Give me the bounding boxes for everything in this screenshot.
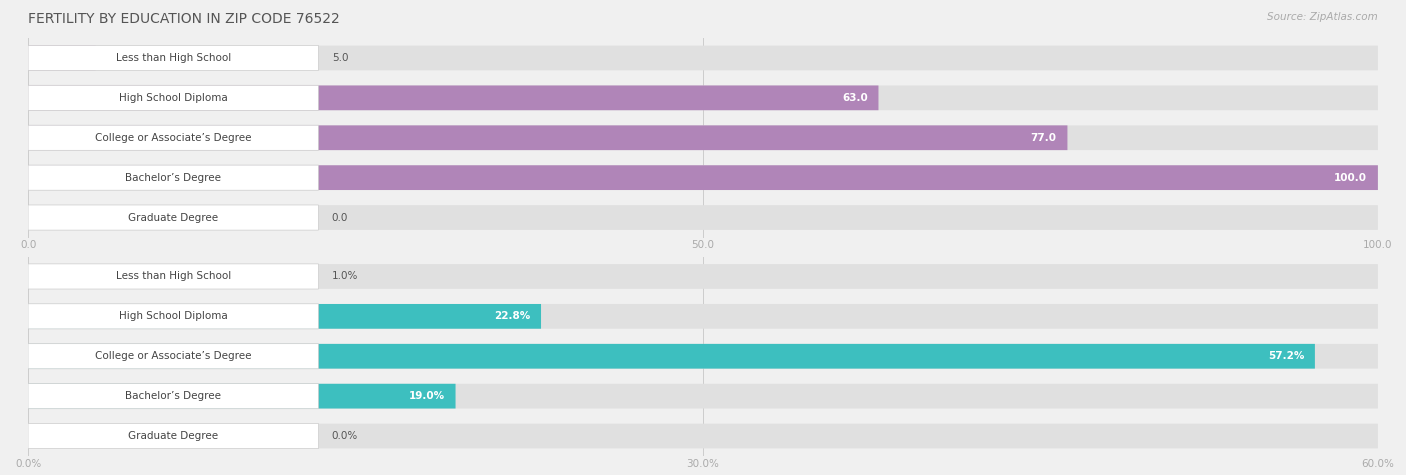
Text: FERTILITY BY EDUCATION IN ZIP CODE 76522: FERTILITY BY EDUCATION IN ZIP CODE 76522	[28, 12, 340, 26]
Text: Less than High School: Less than High School	[115, 53, 231, 63]
FancyBboxPatch shape	[28, 125, 1067, 150]
Text: High School Diploma: High School Diploma	[120, 93, 228, 103]
FancyBboxPatch shape	[28, 424, 1378, 448]
FancyBboxPatch shape	[28, 264, 318, 289]
Text: Graduate Degree: Graduate Degree	[128, 431, 218, 441]
FancyBboxPatch shape	[28, 344, 1315, 369]
FancyBboxPatch shape	[28, 165, 1378, 190]
FancyBboxPatch shape	[28, 304, 541, 329]
Text: Source: ZipAtlas.com: Source: ZipAtlas.com	[1267, 12, 1378, 22]
FancyBboxPatch shape	[28, 205, 1378, 230]
FancyBboxPatch shape	[28, 125, 318, 150]
FancyBboxPatch shape	[28, 165, 1378, 190]
Text: 77.0: 77.0	[1031, 133, 1057, 143]
Text: 19.0%: 19.0%	[409, 391, 444, 401]
FancyBboxPatch shape	[28, 384, 318, 408]
Text: 22.8%: 22.8%	[494, 311, 530, 322]
Text: 5.0: 5.0	[332, 53, 349, 63]
Text: 63.0: 63.0	[842, 93, 868, 103]
Text: 57.2%: 57.2%	[1268, 351, 1305, 361]
FancyBboxPatch shape	[28, 304, 318, 329]
FancyBboxPatch shape	[28, 46, 318, 70]
FancyBboxPatch shape	[28, 46, 1378, 70]
FancyBboxPatch shape	[28, 264, 1378, 289]
Text: Graduate Degree: Graduate Degree	[128, 212, 218, 223]
FancyBboxPatch shape	[28, 344, 318, 369]
FancyBboxPatch shape	[28, 384, 456, 408]
FancyBboxPatch shape	[28, 344, 1378, 369]
FancyBboxPatch shape	[28, 424, 318, 448]
FancyBboxPatch shape	[28, 86, 879, 110]
Text: Less than High School: Less than High School	[115, 271, 231, 282]
Text: Bachelor’s Degree: Bachelor’s Degree	[125, 391, 221, 401]
FancyBboxPatch shape	[28, 384, 1378, 408]
Text: 100.0: 100.0	[1334, 172, 1367, 183]
FancyBboxPatch shape	[28, 264, 51, 289]
FancyBboxPatch shape	[28, 205, 318, 230]
FancyBboxPatch shape	[28, 86, 1378, 110]
FancyBboxPatch shape	[28, 86, 318, 110]
Text: College or Associate’s Degree: College or Associate’s Degree	[96, 351, 252, 361]
Text: College or Associate’s Degree: College or Associate’s Degree	[96, 133, 252, 143]
FancyBboxPatch shape	[28, 165, 318, 190]
FancyBboxPatch shape	[28, 125, 1378, 150]
Text: High School Diploma: High School Diploma	[120, 311, 228, 322]
Text: 0.0: 0.0	[332, 212, 349, 223]
FancyBboxPatch shape	[28, 46, 96, 70]
FancyBboxPatch shape	[28, 304, 1378, 329]
Text: 1.0%: 1.0%	[332, 271, 359, 282]
Text: 0.0%: 0.0%	[332, 431, 359, 441]
Text: Bachelor’s Degree: Bachelor’s Degree	[125, 172, 221, 183]
